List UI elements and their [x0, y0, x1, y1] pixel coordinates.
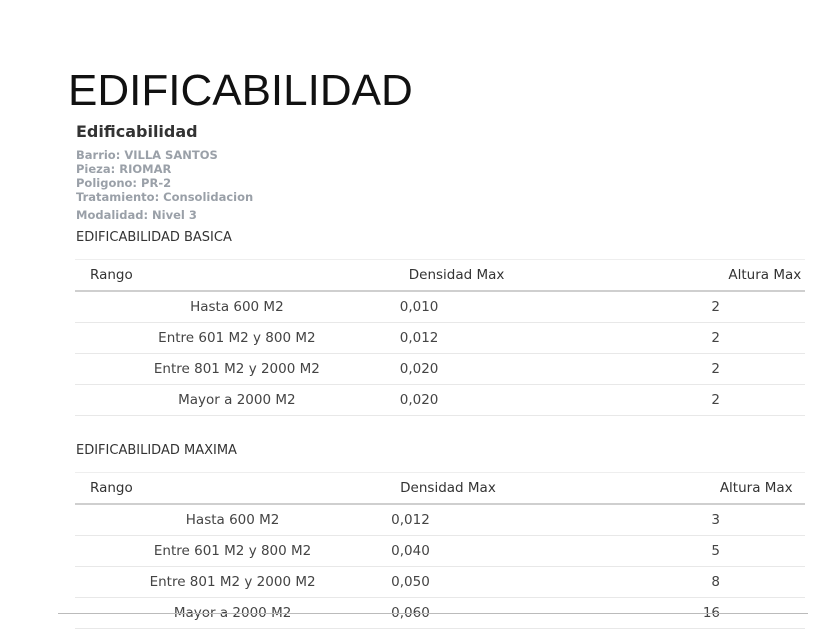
column-header: Rango — [75, 259, 399, 292]
meta-tratamiento: Tratamiento: Consolidacion — [76, 190, 254, 204]
column-header: Altura Max — [701, 472, 805, 505]
table-cell: 0,020 — [398, 353, 711, 385]
table-row: Entre 801 M2 y 2000 M2 0,020 2 — [75, 353, 805, 385]
slide-title: EDIFICABILIDAD — [68, 66, 413, 115]
column-header: Altura Max — [710, 259, 805, 292]
table-maxima: Rango Densidad Max Altura Max Hasta 600 M2 0… — [75, 472, 805, 629]
table-cell: 0,050 — [390, 566, 702, 598]
column-header: Densidad Max — [390, 472, 702, 505]
table-cell: 8 — [701, 566, 805, 598]
table-cell: Entre 601 M2 y 800 M2 — [75, 535, 391, 567]
section-basica-title: EDIFICABILIDAD BASICA — [76, 230, 232, 245]
table-row: Entre 601 M2 y 800 M2 0,040 5 — [75, 535, 805, 567]
meta-modalidad: Modalidad: Nivel 3 — [76, 208, 197, 222]
table-cell: 0,012 — [390, 504, 702, 536]
table-basica: Rango Densidad Max Altura Max Hasta 600 M2 0… — [75, 259, 805, 416]
meta-barrio: Barrio: VILLA SANTOS — [76, 148, 218, 162]
card-title: Edificabilidad — [76, 122, 198, 141]
column-header: Densidad Max — [398, 259, 711, 292]
table-row: Mayor a 2000 M2 0,020 2 — [75, 384, 805, 416]
table-cell: 3 — [701, 504, 805, 536]
table-row: Hasta 600 M2 0,012 3 — [75, 504, 805, 536]
column-header: Rango — [75, 472, 391, 505]
section-maxima-title: EDIFICABILIDAD MAXIMA — [76, 443, 237, 458]
meta-poligono: Poligono: PR-2 — [76, 176, 172, 190]
table-cell: 5 — [701, 535, 805, 567]
table-cell: Entre 801 M2 y 2000 M2 — [75, 566, 391, 598]
table-cell: Hasta 600 M2 — [75, 504, 391, 536]
table-header-row: Rango Densidad Max Altura Max — [75, 472, 805, 505]
table-cell: 0,020 — [398, 384, 711, 416]
table-cell: 0,012 — [398, 322, 711, 354]
meta-pieza: Pieza: RIOMAR — [76, 162, 172, 176]
table-row: Entre 601 M2 y 800 M2 0,012 2 — [75, 322, 805, 354]
table-cell: 0,010 — [398, 291, 711, 323]
table-row: Entre 801 M2 y 2000 M2 0,050 8 — [75, 566, 805, 598]
table-cell: Entre 601 M2 y 800 M2 — [75, 322, 399, 354]
table-cell: Entre 801 M2 y 2000 M2 — [75, 353, 399, 385]
table-cell: Mayor a 2000 M2 — [75, 384, 399, 416]
table-header-row: Rango Densidad Max Altura Max — [75, 259, 805, 292]
table-cell: 2 — [710, 322, 805, 354]
table-cell: Hasta 600 M2 — [75, 291, 399, 323]
divider — [58, 613, 808, 614]
table-cell: 2 — [710, 353, 805, 385]
table-row: Hasta 600 M2 0,010 2 — [75, 291, 805, 323]
table-cell: 0,040 — [390, 535, 702, 567]
table-cell: 2 — [710, 384, 805, 416]
table-cell: 2 — [710, 291, 805, 323]
